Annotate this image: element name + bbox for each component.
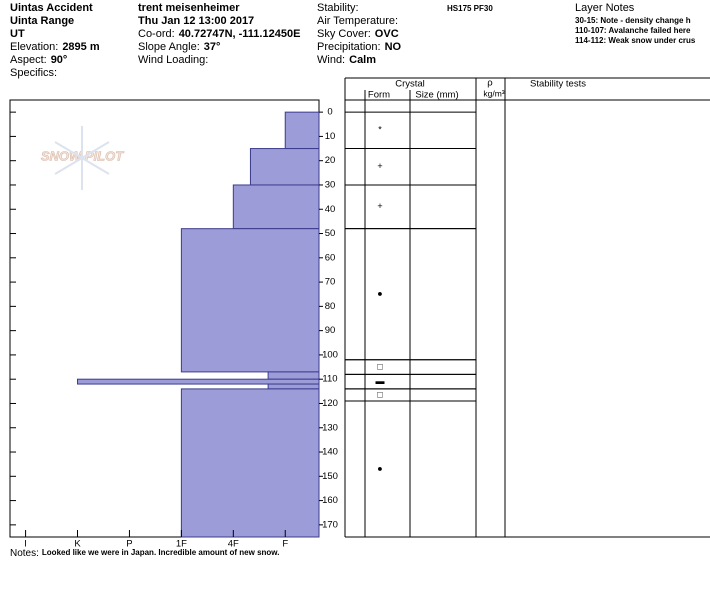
header-row: Air Temperature: bbox=[317, 15, 398, 27]
y-tick-label: 20 bbox=[325, 155, 336, 166]
y-tick-label: 50 bbox=[325, 228, 336, 239]
hardness-bar bbox=[249, 148, 320, 186]
layer-notes-title: Layer Notes bbox=[575, 2, 635, 14]
header-row: Co-ord: 40.72747N, -111.12450E bbox=[138, 28, 300, 40]
crystal-form: □ bbox=[377, 361, 383, 371]
header-row: Uintas Accident bbox=[10, 2, 93, 14]
notes-label: Notes: bbox=[10, 548, 39, 559]
y-tick-label: 10 bbox=[325, 131, 336, 142]
hardness-bar bbox=[180, 228, 320, 373]
y-tick-label: 170 bbox=[322, 519, 338, 530]
header-label: Wind Loading: bbox=[138, 54, 208, 66]
x-tick-label: I bbox=[24, 539, 27, 550]
crystal-form: ▬ bbox=[376, 376, 385, 386]
crystal-form: □ bbox=[377, 389, 383, 399]
header-value: Uintas Accident bbox=[10, 2, 93, 14]
hardness-bar bbox=[267, 371, 320, 380]
hardness-bar bbox=[267, 383, 320, 390]
header-value: Calm bbox=[349, 54, 376, 66]
header-value: NO bbox=[385, 41, 402, 53]
y-tick-label: 40 bbox=[325, 204, 336, 215]
header-label: Wind: bbox=[317, 54, 345, 66]
rho-header: ρ bbox=[487, 78, 493, 89]
y-tick-label: 100 bbox=[322, 349, 338, 360]
crystal-form: ● bbox=[377, 289, 382, 299]
crystal-header: Crystal bbox=[395, 79, 425, 90]
hardness-bar bbox=[284, 111, 320, 150]
header-row: Stability: bbox=[317, 2, 359, 14]
logo-flake bbox=[54, 126, 110, 190]
header-row: trent meisenheimer bbox=[138, 2, 240, 14]
header-value: UT bbox=[10, 28, 25, 40]
table-frame bbox=[9, 77, 710, 538]
crystal-form: * bbox=[378, 125, 382, 135]
header-value: 2895 m bbox=[62, 41, 100, 53]
layer-note: 30-15: Note - density change h bbox=[575, 16, 691, 25]
header-label: Stability: bbox=[317, 2, 359, 14]
y-tick-label: 60 bbox=[325, 252, 336, 263]
header-row: Thu Jan 12 13:00 2017 bbox=[138, 15, 254, 27]
header-row: Wind Loading: bbox=[138, 54, 208, 66]
header-value: Thu Jan 12 13:00 2017 bbox=[138, 15, 254, 27]
x-tick-label: F bbox=[282, 539, 288, 550]
header-value: OVC bbox=[375, 28, 399, 40]
header-row: Precipitation: NO bbox=[317, 41, 402, 53]
crystal-form: ● bbox=[377, 463, 382, 473]
header-row: Aspect: 90° bbox=[10, 54, 67, 66]
density-unit: kg/m³ bbox=[483, 88, 504, 98]
header-row: Slope Angle: 37° bbox=[138, 41, 220, 53]
header-row: Elevation: 2895 m bbox=[10, 41, 100, 53]
y-tick-label: 0 bbox=[327, 107, 332, 118]
y-tick-label: 160 bbox=[322, 495, 338, 506]
header-label: Precipitation: bbox=[317, 41, 381, 53]
x-tick-label: 1F bbox=[176, 539, 187, 550]
y-tick-label: 150 bbox=[322, 471, 338, 482]
header-row: Sky Cover: OVC bbox=[317, 28, 399, 40]
header-value: 37° bbox=[204, 41, 221, 53]
y-tick-label: 90 bbox=[325, 325, 336, 336]
header-label: Slope Angle: bbox=[138, 41, 200, 53]
header-label: Elevation: bbox=[10, 41, 58, 53]
header-row: Specifics: bbox=[10, 67, 57, 79]
x-tick-label: 4F bbox=[228, 539, 239, 550]
crystal-form: + bbox=[377, 201, 382, 211]
size-header: Size (mm) bbox=[415, 90, 458, 101]
header-value: trent meisenheimer bbox=[138, 2, 240, 14]
y-tick-label: 140 bbox=[322, 447, 338, 458]
notes-text: Looked like we were in Japan. Incredible… bbox=[42, 548, 280, 557]
y-tick-label: 30 bbox=[325, 179, 336, 190]
notes: Notes: Looked like we were in Japan. Incr… bbox=[10, 548, 279, 559]
header-row: Uinta Range bbox=[10, 15, 74, 27]
hardness-bar bbox=[77, 378, 320, 385]
crystal-form: + bbox=[377, 161, 382, 171]
y-tick-label: 110 bbox=[322, 374, 337, 385]
header-value: Uinta Range bbox=[10, 15, 74, 27]
layer-note: 114-112: Weak snow under crus bbox=[575, 36, 696, 45]
header-value: 40.72747N, -111.12450E bbox=[179, 28, 301, 40]
form-header: Form bbox=[368, 90, 390, 101]
y-tick-label: 70 bbox=[325, 277, 336, 288]
layer-note: 110-107: Avalanche failed here bbox=[575, 26, 691, 35]
stability-header: Stability tests bbox=[530, 79, 586, 90]
header-value: 90° bbox=[51, 54, 68, 66]
header-label: Air Temperature: bbox=[317, 15, 398, 27]
header-label: Co-ord: bbox=[138, 28, 175, 40]
y-tick-label: 130 bbox=[322, 422, 338, 433]
hardness-bar bbox=[180, 388, 320, 538]
header-row: UT bbox=[10, 28, 25, 40]
hardness-bar bbox=[232, 184, 320, 230]
header-label: Specifics: bbox=[10, 67, 57, 79]
x-tick-label: K bbox=[74, 539, 81, 550]
header-row: Wind: Calm bbox=[317, 54, 376, 66]
header-label: Sky Cover: bbox=[317, 28, 371, 40]
y-tick-label: 80 bbox=[325, 301, 336, 312]
header-label: Aspect: bbox=[10, 54, 47, 66]
summary: HS175 PF30 bbox=[447, 4, 493, 13]
y-tick-label: 120 bbox=[322, 398, 338, 409]
x-tick-label: P bbox=[126, 539, 132, 550]
